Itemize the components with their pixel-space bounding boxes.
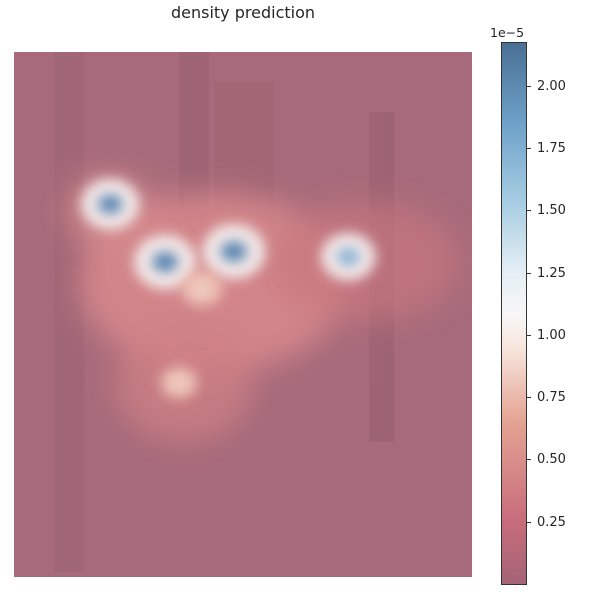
colorbar-tick-mark [527, 272, 531, 274]
density-peak-right [337, 248, 360, 266]
density-peak-center-left [152, 252, 178, 272]
colorbar-tick-label: 1.50 [537, 203, 566, 219]
colorbar-tick: 1.00 [527, 328, 587, 344]
colorbar-tick: 1.75 [527, 141, 587, 157]
chart-title: density prediction [170, 3, 316, 22]
colorbar-tick-mark [527, 334, 531, 336]
colorbar-tick-label: 1.00 [537, 327, 566, 343]
density-peak-center-right [220, 241, 247, 262]
colorbar-tick: 1.25 [527, 266, 587, 282]
colorbar-tick: 1.50 [527, 203, 587, 219]
density-peak-lower [171, 377, 186, 389]
colorbar-tick-mark [527, 210, 531, 212]
colorbar-tick-mark [527, 521, 531, 523]
density-heatmap [14, 52, 472, 577]
colorbar-tick: 0.75 [527, 390, 587, 406]
colorbar-tick-label: 1.25 [537, 265, 566, 281]
colorbar-tick: 0.50 [527, 452, 587, 468]
colorbar-tick-mark [527, 459, 531, 461]
colorbar-tick-mark [527, 148, 531, 150]
colorbar-tick-label: 1.75 [537, 141, 566, 157]
colorbar-tick-label: 0.50 [537, 452, 566, 468]
colorbar-tick: 0.25 [527, 515, 587, 531]
colorbar-tick-label: 2.00 [537, 78, 566, 94]
colorbar-tick-mark [527, 85, 531, 87]
colorbar-tick-label: 0.75 [537, 390, 566, 406]
density-peak-left [98, 195, 123, 214]
colorbar-tick-label: 0.25 [537, 514, 566, 530]
colorbar-tick: 2.00 [527, 79, 587, 95]
density-peak-middle [193, 282, 210, 295]
colorbar-exponent: 1e−5 [490, 25, 525, 40]
density-peaks [80, 178, 376, 399]
colorbar [501, 42, 527, 585]
colorbar-tick-mark [527, 397, 531, 399]
